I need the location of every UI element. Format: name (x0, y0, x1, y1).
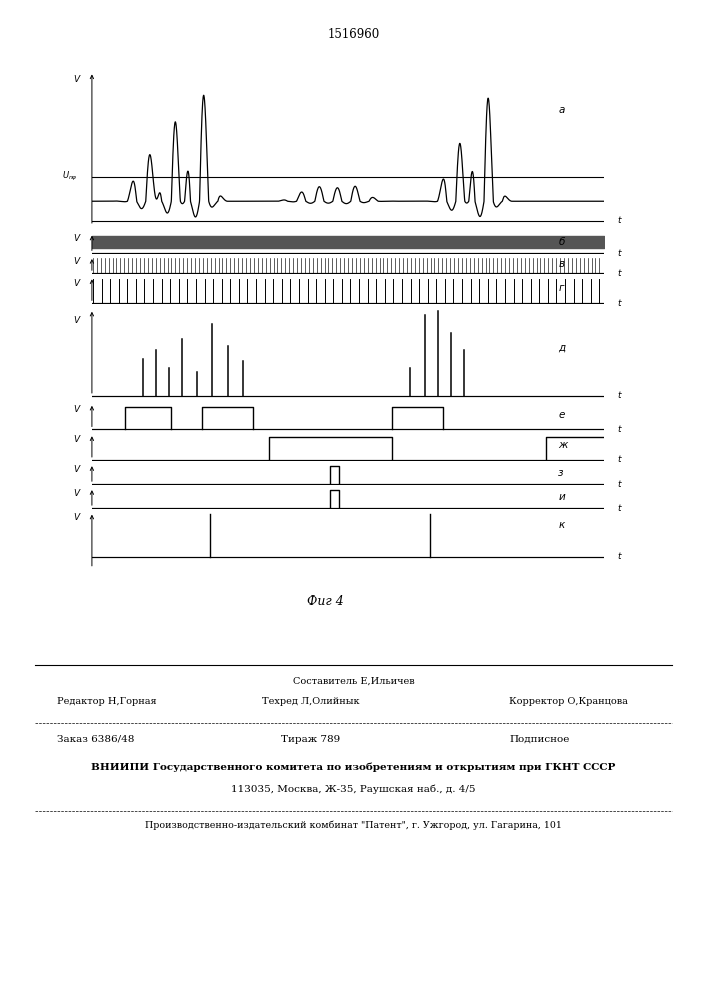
Text: г: г (559, 283, 564, 293)
Text: t: t (617, 216, 621, 225)
Text: ж: ж (559, 440, 568, 450)
Text: t: t (617, 249, 621, 258)
Text: V: V (73, 489, 79, 498)
Text: 1516960: 1516960 (327, 28, 380, 41)
Text: к: к (559, 520, 565, 530)
Text: и: и (559, 492, 565, 502)
Text: V: V (73, 75, 79, 84)
Text: Фиг 4: Фиг 4 (307, 595, 344, 608)
Text: з: з (559, 468, 564, 478)
Text: V: V (73, 435, 79, 444)
Text: Редактор Н,Горная: Редактор Н,Горная (57, 697, 156, 706)
Text: 113035, Москва, Ж-35, Раушская наб., д. 4/5: 113035, Москва, Ж-35, Раушская наб., д. … (231, 785, 476, 794)
Text: а: а (559, 105, 565, 115)
Text: V: V (73, 405, 79, 414)
Text: t: t (617, 391, 621, 400)
Text: $U_{п\varphi}$: $U_{п\varphi}$ (62, 170, 78, 183)
Text: t: t (617, 269, 621, 278)
Text: t: t (617, 425, 621, 434)
Text: t: t (617, 552, 621, 561)
Text: Корректор О,Кранцова: Корректор О,Кранцова (509, 697, 628, 706)
Text: t: t (617, 455, 621, 464)
Text: ВНИИПИ Государственного комитета по изобретениям и открытиям при ГКНТ СССР: ВНИИПИ Государственного комитета по изоб… (91, 763, 616, 772)
Text: Заказ 6386/48: Заказ 6386/48 (57, 735, 134, 744)
Text: V: V (73, 465, 79, 474)
Text: V: V (73, 513, 79, 522)
Text: V: V (73, 234, 79, 243)
Text: V: V (73, 257, 79, 266)
Text: V: V (73, 316, 79, 325)
Text: Тираж 789: Тираж 789 (281, 735, 341, 744)
Text: t: t (617, 480, 621, 489)
Text: в: в (559, 259, 564, 269)
Text: е: е (559, 410, 565, 420)
Text: д: д (559, 343, 566, 353)
Text: t: t (617, 504, 621, 513)
Text: Составитель Е,Ильичев: Составитель Е,Ильичев (293, 677, 414, 686)
Text: Техред Л,Олийнык: Техред Л,Олийнык (262, 697, 360, 706)
Text: V: V (73, 279, 79, 288)
Text: Подписное: Подписное (509, 735, 569, 744)
Text: t: t (617, 299, 621, 308)
Text: Производственно-издательский комбинат "Патент", г. Ужгород, ул. Гагарина, 101: Производственно-издательский комбинат "П… (145, 821, 562, 830)
Text: б: б (559, 237, 565, 247)
